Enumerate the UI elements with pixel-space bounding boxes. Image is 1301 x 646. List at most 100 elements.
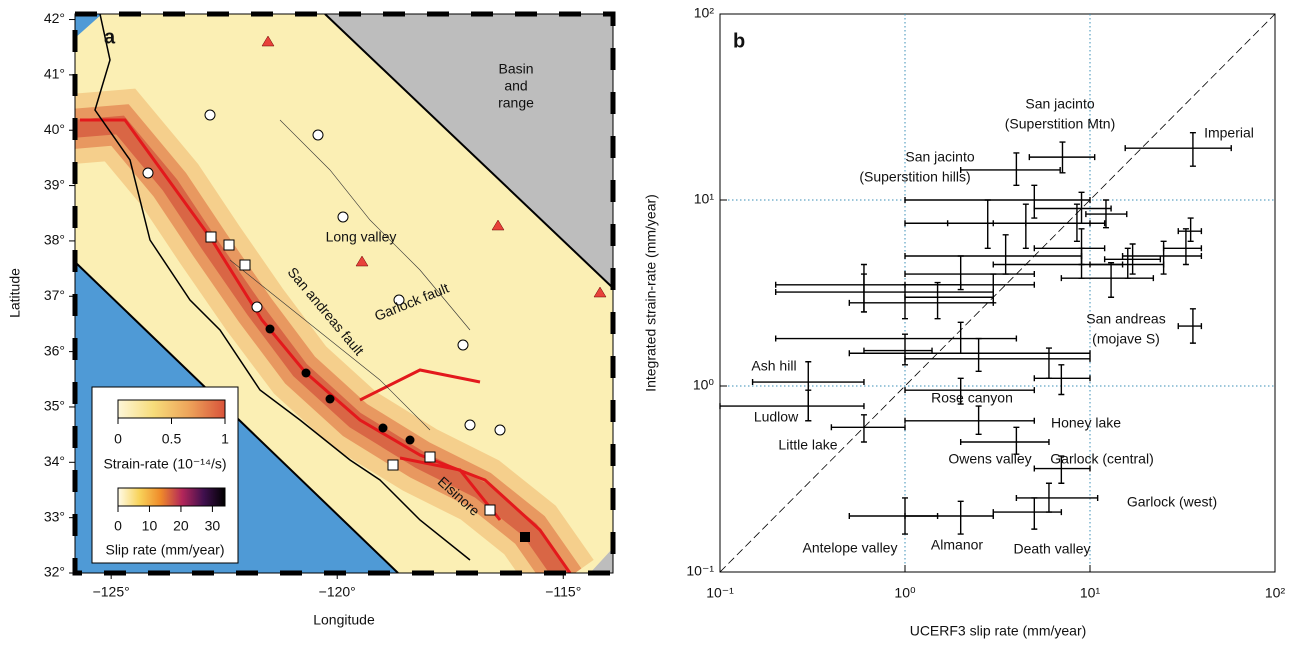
x-error-bar bbox=[905, 197, 1090, 203]
x-error-bar bbox=[961, 439, 1049, 445]
x-error-bar bbox=[831, 424, 905, 430]
panel-label: a bbox=[104, 26, 116, 48]
x-error-bar bbox=[905, 513, 993, 519]
y-tick-label: 10¹ bbox=[694, 191, 715, 207]
map-label: Long valley bbox=[326, 229, 397, 245]
x-axis-label: Longitude bbox=[313, 612, 375, 628]
y-error-bar bbox=[1079, 248, 1085, 278]
y-tick-label: 39° bbox=[44, 176, 65, 192]
x-error-bar bbox=[1123, 253, 1202, 259]
y-error-bar bbox=[1108, 263, 1114, 298]
y-error-bar bbox=[1058, 365, 1064, 395]
x-error-bar bbox=[1164, 245, 1202, 251]
annotation: Rose canyon bbox=[931, 390, 1013, 406]
annotation: Almanor bbox=[931, 537, 983, 553]
colorbar-tick-label: 1 bbox=[221, 431, 229, 447]
colorbar-label: Slip rate (mm/year) bbox=[105, 542, 224, 558]
y-error-bar bbox=[861, 415, 867, 442]
y-tick-label: 38° bbox=[44, 232, 65, 248]
x-error-bar bbox=[905, 271, 1034, 277]
colorbar-tick-label: 10 bbox=[142, 518, 158, 534]
y-error-bar bbox=[935, 283, 941, 319]
annotation: San jacinto bbox=[905, 149, 974, 165]
x-error-bar bbox=[993, 509, 1061, 515]
y-tick-label: 36° bbox=[44, 342, 65, 358]
y-axis-label: Integrated strain-rate (mm/year) bbox=[643, 194, 659, 392]
x-error-bar bbox=[1034, 245, 1104, 251]
y-error-bar bbox=[1190, 133, 1196, 166]
annotation: San andreas bbox=[1086, 311, 1165, 327]
y-error-bar bbox=[1183, 229, 1189, 265]
x-tick-label: −115° bbox=[545, 584, 581, 600]
x-error-bar bbox=[849, 300, 993, 306]
y-error-bar bbox=[1079, 192, 1085, 223]
y-tick-label: 42° bbox=[44, 10, 65, 26]
x-error-bar bbox=[948, 220, 1026, 226]
x-axis-label: UCERF3 slip rate (mm/year) bbox=[910, 623, 1087, 639]
colorbar-tick-label: 0.5 bbox=[162, 431, 182, 447]
y-tick-label: 10⁰ bbox=[693, 377, 715, 393]
annotation: (Superstition Mtn) bbox=[1005, 116, 1115, 132]
colorbar-tick-label: 0 bbox=[114, 518, 122, 534]
one-to-one-line bbox=[720, 14, 1275, 572]
figure: a b Longitude Latitude UCERF3 slip rate … bbox=[0, 0, 1301, 646]
colorbar-tick-label: 20 bbox=[173, 518, 189, 534]
panel-label: b bbox=[733, 30, 745, 52]
y-error-bar bbox=[990, 274, 996, 303]
map-label: Basin bbox=[498, 61, 533, 77]
x-tick-label: −120° bbox=[319, 584, 356, 600]
annotation: Ash hill bbox=[751, 358, 796, 374]
y-error-bar bbox=[1013, 153, 1019, 185]
y-error-bar bbox=[985, 200, 991, 248]
y-error-bar bbox=[976, 339, 982, 372]
x-error-bar bbox=[1034, 206, 1111, 212]
y-tick-label: 37° bbox=[44, 287, 65, 303]
x-tick-label: 10² bbox=[1265, 585, 1286, 601]
y-error-bar bbox=[1031, 498, 1037, 529]
y-tick-label: 41° bbox=[44, 66, 65, 82]
annotation: Honey lake bbox=[1051, 415, 1121, 431]
x-error-bar bbox=[905, 356, 1090, 362]
x-error-bar bbox=[961, 167, 1060, 173]
colorbar-tick-label: 0 bbox=[114, 431, 122, 447]
x-error-bar bbox=[1034, 375, 1090, 381]
x-tick-label: 10¹ bbox=[1080, 585, 1101, 601]
y-tick-label: 10² bbox=[694, 5, 715, 21]
y-error-bar bbox=[958, 501, 964, 534]
x-error-bar bbox=[905, 253, 1082, 259]
colorbar-tick-label: 30 bbox=[205, 518, 221, 534]
y-axis-label: Latitude bbox=[7, 268, 23, 318]
annotation: Death valley bbox=[1013, 541, 1090, 557]
annotation: (Superstition hills) bbox=[859, 169, 970, 185]
x-tick-label: 10⁻¹ bbox=[706, 585, 734, 601]
y-tick-label: 35° bbox=[44, 398, 65, 414]
colorbar-label: Strain-rate (10⁻¹⁴/s) bbox=[103, 456, 226, 472]
map-label: range bbox=[498, 95, 534, 111]
annotation: San jacinto bbox=[1025, 96, 1094, 112]
annotation: Antelope valley bbox=[803, 540, 898, 556]
x-tick-label: −125° bbox=[93, 584, 130, 600]
x-error-bar bbox=[905, 282, 1034, 288]
annotation: Garlock (central) bbox=[1050, 451, 1153, 467]
annotation: Little lake bbox=[778, 437, 837, 453]
annotation: Ludlow bbox=[754, 409, 799, 425]
y-error-bar bbox=[1188, 218, 1194, 241]
x-error-bar bbox=[1178, 228, 1201, 234]
y-tick-label: 10⁻¹ bbox=[686, 563, 714, 579]
x-error-bar bbox=[1090, 262, 1164, 268]
colorbar bbox=[118, 400, 225, 418]
annotation: Owens valley bbox=[948, 451, 1031, 467]
y-tick-label: 34° bbox=[44, 453, 65, 469]
annotation: Garlock (west) bbox=[1127, 494, 1217, 510]
x-error-bar bbox=[905, 418, 1034, 424]
x-error-bar bbox=[1178, 323, 1201, 329]
map-label: and bbox=[504, 78, 527, 94]
x-error-bar bbox=[1016, 495, 1097, 501]
annotation: Imperial bbox=[1204, 125, 1254, 141]
x-error-bar bbox=[905, 294, 993, 300]
annotation: (mojave S) bbox=[1092, 331, 1160, 347]
y-tick-label: 40° bbox=[44, 121, 65, 137]
y-error-bar bbox=[958, 322, 964, 353]
y-error-bar bbox=[861, 274, 867, 312]
y-error-bar bbox=[1031, 185, 1037, 218]
